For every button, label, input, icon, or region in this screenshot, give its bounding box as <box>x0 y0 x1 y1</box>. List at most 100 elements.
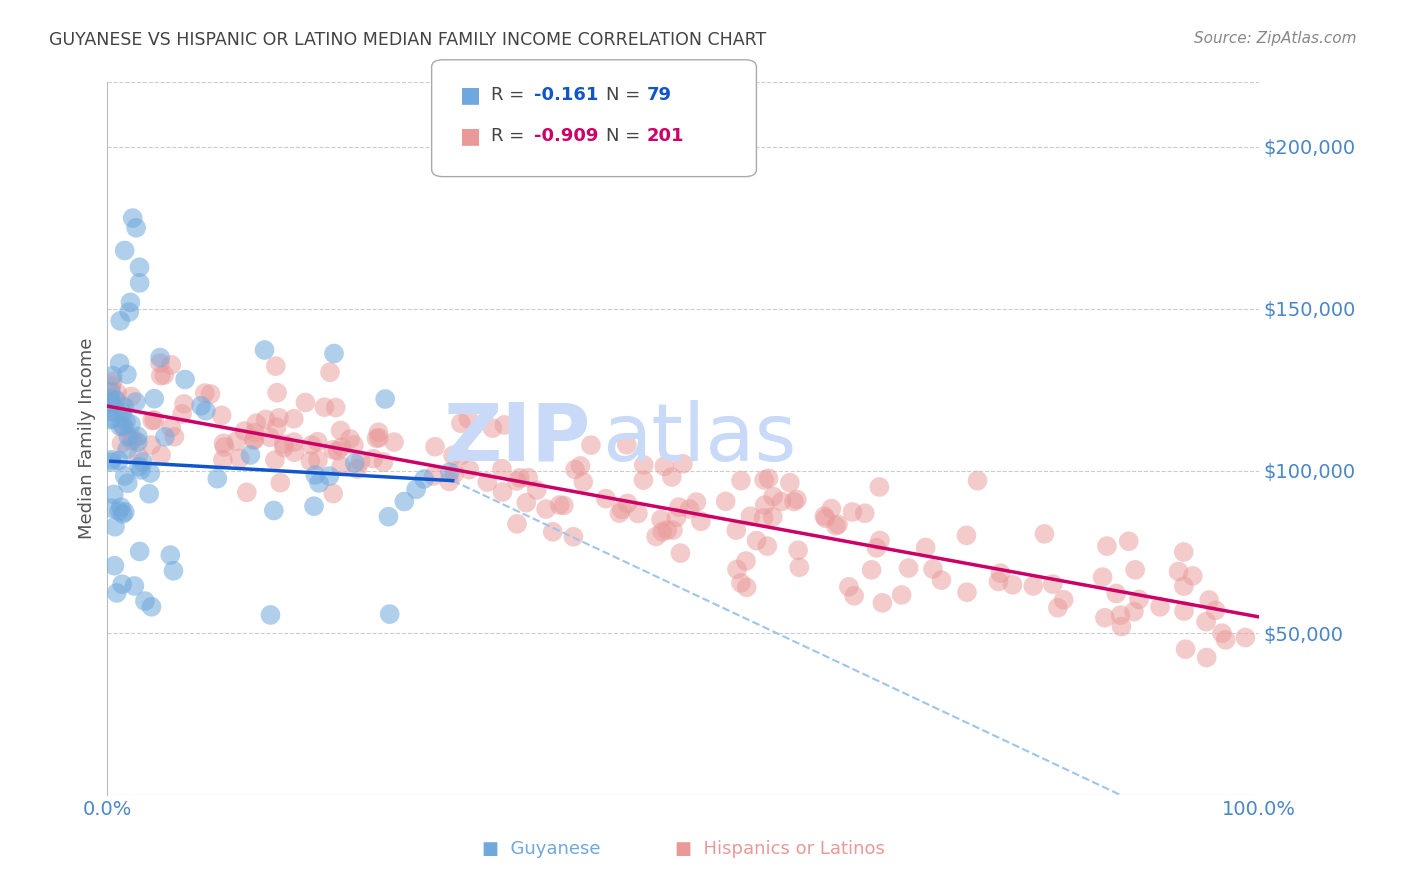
Hispanics or Latinos <box>669 546 692 560</box>
Hispanics or Latinos <box>651 524 673 539</box>
Hispanics or Latinos <box>200 387 222 401</box>
Hispanics or Latinos <box>103 392 125 407</box>
Hispanics or Latinos <box>779 475 801 490</box>
Text: -0.161: -0.161 <box>534 87 599 104</box>
Text: ■  Hispanics or Latinos: ■ Hispanics or Latinos <box>675 840 886 858</box>
Hispanics or Latinos <box>361 451 384 466</box>
Hispanics or Latinos <box>122 432 145 446</box>
Text: R =: R = <box>491 87 530 104</box>
Guyanese <box>108 356 131 370</box>
Hispanics or Latinos <box>366 431 388 445</box>
Hispanics or Latinos <box>149 356 172 370</box>
Text: ■: ■ <box>460 127 481 146</box>
Hispanics or Latinos <box>1091 570 1114 584</box>
Hispanics or Latinos <box>120 390 142 404</box>
Hispanics or Latinos <box>1033 526 1056 541</box>
Hispanics or Latinos <box>143 413 166 427</box>
Guyanese <box>159 548 181 562</box>
Hispanics or Latinos <box>752 473 775 487</box>
Hispanics or Latinos <box>322 442 344 457</box>
Text: ■  Guyanese: ■ Guyanese <box>482 840 600 858</box>
Guyanese <box>124 579 146 593</box>
Hispanics or Latinos <box>349 454 371 468</box>
Hispanics or Latinos <box>245 416 267 430</box>
Hispanics or Latinos <box>127 449 149 463</box>
Hispanics or Latinos <box>194 386 217 401</box>
Guyanese <box>153 430 176 444</box>
Hispanics or Latinos <box>373 455 395 469</box>
Guyanese <box>139 466 162 480</box>
Hispanics or Latinos <box>1198 593 1220 607</box>
Hispanics or Latinos <box>1234 631 1257 645</box>
Hispanics or Latinos <box>314 400 336 414</box>
Hispanics or Latinos <box>294 395 316 409</box>
Text: N =: N = <box>606 128 645 145</box>
Hispanics or Latinos <box>752 510 775 524</box>
Hispanics or Latinos <box>740 509 762 524</box>
Hispanics or Latinos <box>173 397 195 411</box>
Hispanics or Latinos <box>827 517 849 532</box>
Hispanics or Latinos <box>1195 615 1218 629</box>
Hispanics or Latinos <box>616 496 638 510</box>
Hispanics or Latinos <box>457 412 479 426</box>
Guyanese <box>127 435 149 450</box>
Text: ■: ■ <box>460 86 481 105</box>
Guyanese <box>115 368 138 382</box>
Guyanese <box>134 594 156 608</box>
Hispanics or Latinos <box>214 440 236 454</box>
Hispanics or Latinos <box>367 425 389 440</box>
Guyanese <box>111 406 134 420</box>
Guyanese <box>120 295 142 310</box>
Hispanics or Latinos <box>212 436 235 450</box>
Guyanese <box>103 487 125 501</box>
Hispanics or Latinos <box>1181 569 1204 583</box>
Guyanese <box>439 465 461 479</box>
Hispanics or Latinos <box>269 475 291 490</box>
Guyanese <box>100 455 122 469</box>
Hispanics or Latinos <box>515 496 537 510</box>
Hispanics or Latinos <box>665 510 688 524</box>
Guyanese <box>174 372 197 386</box>
Guyanese <box>105 586 128 600</box>
Hispanics or Latinos <box>1042 577 1064 591</box>
Hispanics or Latinos <box>825 519 848 533</box>
Guyanese <box>128 544 150 558</box>
Guyanese <box>239 448 262 462</box>
Hispanics or Latinos <box>299 454 322 468</box>
Hispanics or Latinos <box>329 424 352 438</box>
Hispanics or Latinos <box>105 386 128 401</box>
Guyanese <box>110 500 132 515</box>
Hispanics or Latinos <box>725 562 748 576</box>
Hispanics or Latinos <box>458 462 481 476</box>
Hispanics or Latinos <box>243 433 266 447</box>
Hispanics or Latinos <box>149 368 172 383</box>
Guyanese <box>128 276 150 290</box>
Hispanics or Latinos <box>645 529 668 543</box>
Guyanese <box>125 395 148 409</box>
Guyanese <box>121 211 143 225</box>
Hispanics or Latinos <box>756 539 779 553</box>
Hispanics or Latinos <box>439 475 461 489</box>
Hispanics or Latinos <box>319 365 342 379</box>
Hispanics or Latinos <box>654 459 676 474</box>
Hispanics or Latinos <box>1001 578 1024 592</box>
Hispanics or Latinos <box>1173 545 1195 559</box>
Hispanics or Latinos <box>1195 650 1218 665</box>
Hispanics or Latinos <box>685 495 707 509</box>
Text: ZIP: ZIP <box>444 400 591 477</box>
Hispanics or Latinos <box>890 588 912 602</box>
Hispanics or Latinos <box>725 523 748 537</box>
Hispanics or Latinos <box>153 368 176 382</box>
Hispanics or Latinos <box>714 494 737 508</box>
Hispanics or Latinos <box>330 459 353 474</box>
Hispanics or Latinos <box>254 412 277 426</box>
Text: N =: N = <box>606 87 645 104</box>
Hispanics or Latinos <box>609 506 631 520</box>
Guyanese <box>190 399 212 413</box>
Guyanese <box>100 384 122 399</box>
Hispanics or Latinos <box>672 457 695 471</box>
Guyanese <box>100 452 122 467</box>
Hispanics or Latinos <box>264 453 287 467</box>
Hispanics or Latinos <box>956 585 979 599</box>
Guyanese <box>374 392 396 406</box>
